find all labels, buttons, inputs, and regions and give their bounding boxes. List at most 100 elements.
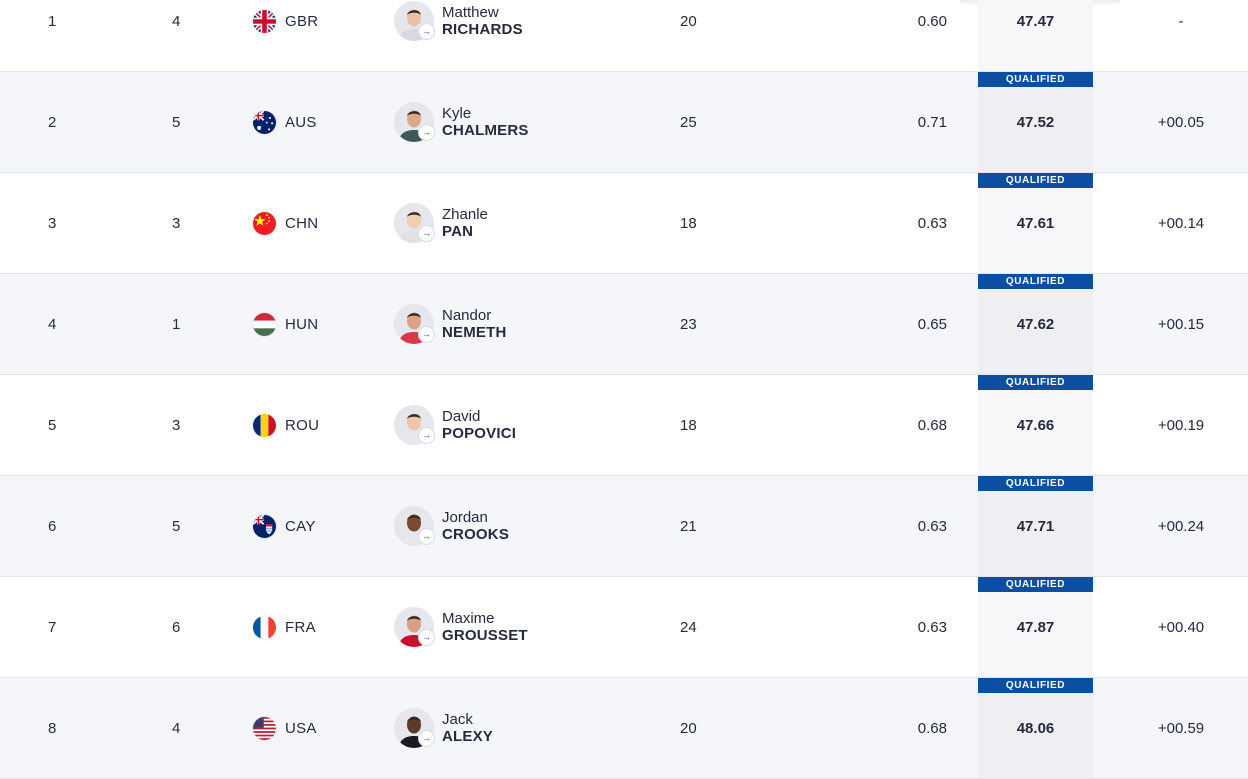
lane-value: 4 — [172, 719, 181, 737]
lane-value: 6 — [172, 618, 181, 636]
country-cell: CAY — [253, 476, 316, 576]
lane-cell: 3 — [172, 173, 192, 273]
profile-link-arrow-icon[interactable]: → — [418, 124, 435, 141]
time-value: 47.87 — [1016, 618, 1055, 636]
athlete-first-name: Matthew — [442, 4, 499, 21]
time-behind-cell: +00.05 — [1140, 72, 1222, 172]
athlete-last-name[interactable]: NEMETH — [442, 324, 507, 341]
result-row: 5 3 ROU → David POPOVICI 18 0.68 47.66 +… — [0, 375, 1248, 476]
athlete-cell[interactable]: → Kyle CHALMERS — [394, 72, 529, 172]
country-code: ROU — [285, 416, 320, 434]
reaction-time-cell: 0.68 — [900, 375, 947, 475]
profile-link-arrow-icon[interactable]: → — [418, 730, 435, 747]
athlete-cell[interactable]: → Nandor NEMETH — [394, 274, 507, 374]
profile-link-arrow-icon[interactable]: → — [418, 225, 435, 242]
lane-value: 3 — [172, 416, 181, 434]
athlete-last-name[interactable]: GROUSSET — [442, 627, 528, 644]
result-row: 2 5 AUS → Kyle CHALMERS 25 0.71 47.52 +0… — [0, 72, 1248, 173]
usa-flag-icon — [253, 716, 276, 740]
rank-value: 5 — [48, 416, 57, 434]
athlete-avatar[interactable]: → — [394, 203, 435, 243]
hun-flag-icon — [253, 312, 276, 336]
age-value: 23 — [680, 315, 697, 333]
profile-link-arrow-icon[interactable]: → — [418, 23, 435, 40]
result-row: 3 3 CHN → Zhanle PAN 18 0.63 47.61 +00.1… — [0, 173, 1248, 274]
athlete-cell[interactable]: → David POPOVICI — [394, 375, 516, 475]
country-code: FRA — [285, 618, 316, 636]
profile-link-arrow-icon[interactable]: → — [418, 629, 435, 646]
lane-cell: 1 — [172, 274, 192, 374]
profile-link-arrow-icon[interactable]: → — [418, 528, 435, 545]
reaction-time-cell: 0.71 — [900, 72, 947, 172]
time-cell: 48.06 — [978, 678, 1093, 778]
athlete-last-name[interactable]: POPOVICI — [442, 425, 517, 442]
athlete-first-name: Jack — [442, 711, 473, 728]
athlete-avatar[interactable]: → — [394, 102, 435, 142]
time-value: 47.62 — [1016, 315, 1055, 333]
athlete-cell[interactable]: → Jack ALEXY — [394, 678, 493, 778]
athlete-cell[interactable]: → Jordan CROOKS — [394, 476, 509, 576]
athlete-first-name: Maxime — [442, 610, 495, 627]
result-row: 4 1 HUN → Nandor NEMETH 23 0.65 47.62 +0… — [0, 274, 1248, 375]
time-value: 47.71 — [1016, 517, 1055, 535]
athlete-cell[interactable]: → Zhanle PAN — [394, 173, 488, 273]
lane-value: 1 — [172, 315, 181, 333]
athlete-last-name[interactable]: PAN — [442, 223, 474, 240]
age-cell: 20 — [680, 678, 697, 778]
time-cell: 47.47 — [978, 0, 1093, 71]
country-code: AUS — [285, 113, 317, 131]
athlete-avatar[interactable]: → — [394, 405, 435, 445]
athlete-last-name[interactable]: CHALMERS — [442, 122, 529, 139]
age-cell: 25 — [680, 72, 697, 172]
reaction-time-value: 0.68 — [917, 416, 947, 434]
athlete-first-name: Kyle — [442, 105, 472, 122]
gbr-flag-icon — [253, 9, 276, 33]
cay-flag-icon — [253, 514, 276, 538]
time-cell: 47.61 — [978, 173, 1093, 273]
time-behind-value: +00.40 — [1157, 618, 1205, 636]
profile-link-arrow-icon[interactable]: → — [418, 427, 435, 444]
time-behind-value: +00.19 — [1157, 416, 1205, 434]
time-behind-cell: +00.59 — [1140, 678, 1222, 778]
athlete-last-name[interactable]: CROOKS — [442, 526, 510, 543]
age-cell: 23 — [680, 274, 697, 374]
rank-cell: 7 — [48, 577, 68, 677]
athlete-cell[interactable]: → Matthew RICHARDS — [394, 0, 523, 71]
athlete-avatar[interactable]: → — [394, 1, 435, 41]
time-behind-cell: +00.14 — [1140, 173, 1222, 273]
athlete-first-name: Jordan — [442, 509, 488, 526]
rank-value: 2 — [48, 113, 57, 131]
fra-flag-icon — [253, 615, 276, 639]
age-value: 20 — [680, 719, 697, 737]
athlete-avatar[interactable]: → — [394, 304, 435, 344]
athlete-first-name: David — [442, 408, 481, 425]
athlete-last-name[interactable]: ALEXY — [442, 728, 494, 745]
time-behind-value: +00.59 — [1157, 719, 1205, 737]
athlete-avatar[interactable]: → — [394, 506, 435, 546]
age-value: 21 — [680, 517, 697, 535]
reaction-time-value: 0.71 — [917, 113, 947, 131]
time-behind-value: - — [1178, 12, 1184, 30]
age-value: 25 — [680, 113, 697, 131]
rank-cell: 5 — [48, 375, 68, 475]
age-value: 18 — [680, 416, 697, 434]
athlete-last-name[interactable]: RICHARDS — [442, 21, 523, 38]
qualified-badge: QUALIFIED — [978, 173, 1093, 188]
lane-value: 5 — [172, 517, 181, 535]
athlete-cell[interactable]: → Maxime GROUSSET — [394, 577, 528, 677]
result-row: 8 4 USA → Jack ALEXY 20 0.68 48.06 +00.5… — [0, 678, 1248, 779]
time-cell: 47.71 — [978, 476, 1093, 576]
country-cell: HUN — [253, 274, 318, 374]
age-cell: 18 — [680, 173, 697, 273]
profile-link-arrow-icon[interactable]: → — [418, 326, 435, 343]
rou-flag-icon — [253, 413, 276, 437]
country-code: CHN — [285, 214, 319, 232]
time-behind-value: +00.14 — [1157, 214, 1205, 232]
athlete-avatar[interactable]: → — [394, 708, 435, 748]
reaction-time-value: 0.68 — [917, 719, 947, 737]
age-cell: 21 — [680, 476, 697, 576]
lane-value: 5 — [172, 113, 181, 131]
time-value: 47.47 — [1016, 12, 1055, 30]
athlete-avatar[interactable]: → — [394, 607, 435, 647]
qualified-badge: QUALIFIED — [978, 72, 1093, 87]
